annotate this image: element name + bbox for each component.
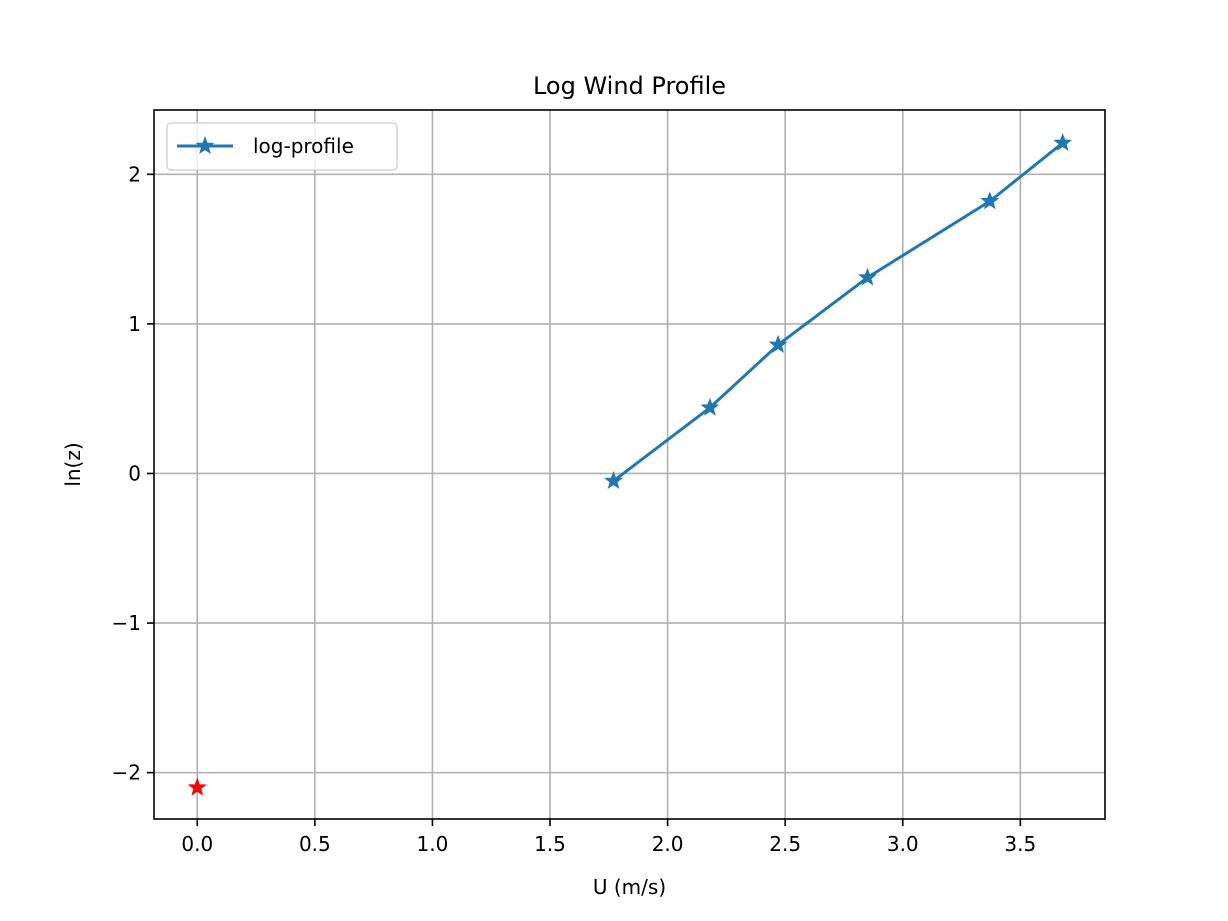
data-point-star (187, 777, 207, 796)
series-0 (604, 132, 1073, 489)
y-tick-label: 2 (128, 162, 141, 186)
grid (154, 110, 1105, 819)
data-point-star (1053, 132, 1073, 151)
legend-box (166, 122, 398, 171)
plot-series (187, 132, 1073, 796)
chart-title: Log Wind Profile (533, 72, 726, 100)
y-axis-title: ln(z) (61, 442, 85, 486)
axis-ticks: 0.0 0.5 1.0 1.5 2.0 2.5 3.0 3.5 −2 −1 0 1 2 (112, 162, 1037, 856)
legend-label: log-profile (253, 134, 354, 158)
series-1 (187, 777, 207, 796)
series-line (612, 141, 1064, 483)
x-tick-label: 2.0 (652, 832, 684, 856)
data-point-star (768, 334, 788, 353)
data-point-star (858, 267, 877, 286)
x-tick-label: 2.5 (769, 832, 801, 856)
x-tick-label: 3.0 (887, 832, 919, 856)
x-tick-label: 3.5 (1004, 832, 1036, 856)
legend: log-profile (166, 122, 398, 171)
data-point-star (980, 191, 1000, 210)
y-tick-label: −2 (112, 761, 141, 785)
y-tick-label: −1 (112, 611, 141, 635)
plot-frame (153, 109, 1106, 820)
data-point-star (700, 397, 720, 416)
x-tick-label: 0.0 (181, 832, 213, 856)
legend-star-marker (195, 136, 215, 155)
x-tick-label: 1.5 (534, 832, 566, 856)
y-tick-label: 1 (128, 312, 141, 336)
x-axis-title: U (m/s) (593, 875, 666, 899)
x-tick-label: 0.5 (299, 832, 331, 856)
data-point-star (604, 471, 623, 489)
x-tick-label: 1.0 (417, 832, 449, 856)
y-tick-label: 0 (128, 461, 141, 485)
